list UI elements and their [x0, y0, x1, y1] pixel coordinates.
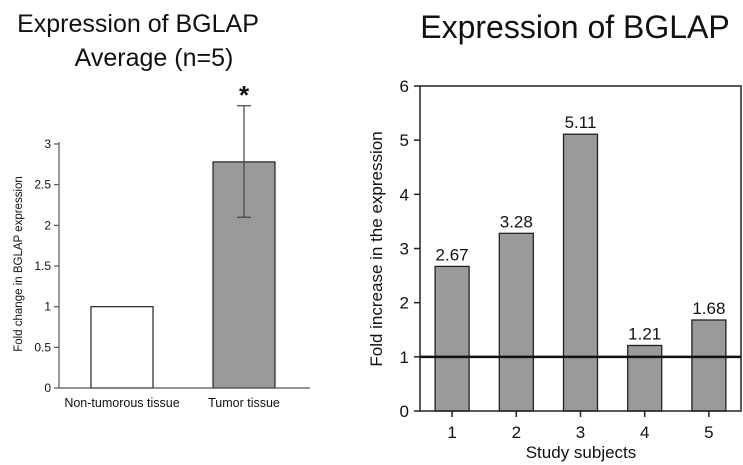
right-bar [691, 319, 727, 412]
left-chart-subtitle: Average (n=5) [75, 44, 234, 72]
right-y-tick-label: 0 [400, 402, 409, 421]
right-y-tick-label: 2 [400, 294, 409, 313]
right-data-label: 5.11 [565, 113, 597, 132]
right-chart-x-axis-label: Study subjects [526, 443, 637, 462]
right-x-tick-label: 2 [512, 423, 521, 442]
right-chart-y-ticks: 0 1 2 3 4 5 6 [400, 77, 420, 421]
left-chart-title: Expression of BGLAP [17, 10, 259, 38]
left-chart-x-tick-labels: Non-tumorous tissue Tumor tissue [64, 396, 280, 410]
right-y-tick-label: 1 [400, 348, 409, 367]
right-bar [627, 344, 663, 412]
right-y-tick-label: 4 [400, 185, 409, 204]
left-y-tick-label: 2.5 [34, 178, 51, 192]
right-bar [434, 265, 470, 412]
left-chart-bars [90, 161, 276, 389]
left-x-tick-label: Tumor tissue [208, 396, 280, 410]
right-y-tick-label: 6 [400, 77, 409, 96]
left-chart-y-axis-label: Fold change in BGLAP expression [13, 176, 25, 352]
left-chart-annotations: * [239, 80, 250, 110]
left-y-tick-label: 0 [44, 381, 51, 395]
left-y-tick-label: 3 [44, 137, 51, 151]
right-chart-data-labels: 2.67 3.28 5.11 1.21 1.68 [436, 113, 726, 343]
right-chart-x-ticks: 1 2 3 4 5 [447, 411, 714, 442]
left-x-tick-label: Non-tumorous tissue [64, 396, 179, 410]
right-x-tick-label: 5 [704, 423, 713, 442]
right-data-label: 1.68 [692, 299, 725, 318]
left-y-tick-label: 1 [44, 300, 51, 314]
left-y-tick-label: 2 [44, 218, 51, 232]
right-x-tick-label: 1 [447, 423, 456, 442]
right-chart-plot-frame [419, 85, 742, 412]
right-x-tick-label: 4 [640, 423, 649, 442]
left-y-tick-label: 1.5 [34, 259, 51, 273]
right-chart-y-axis-label: Fold increase in the expression [367, 131, 386, 366]
right-chart: Expression of BGLAP Fold increase in the… [367, 9, 742, 462]
right-y-tick-label: 3 [400, 240, 409, 259]
left-y-tick-label: 0.5 [34, 340, 51, 354]
left-bar [90, 306, 154, 389]
left-significance-asterisk: * [239, 80, 250, 110]
right-x-tick-label: 3 [576, 423, 585, 442]
right-bar [498, 232, 534, 412]
left-chart-error-bars [237, 105, 251, 218]
right-chart-bars [434, 133, 727, 412]
right-y-tick-label: 5 [400, 131, 409, 150]
right-data-label: 1.21 [628, 324, 661, 343]
right-data-label: 3.28 [500, 212, 533, 231]
right-data-label: 2.67 [436, 245, 469, 264]
right-bar [562, 133, 599, 412]
left-chart-y-ticks: 0 0.5 1 1.5 2 2.5 3 [34, 137, 59, 395]
right-chart-title: Expression of BGLAP [420, 9, 729, 45]
left-chart: Expression of BGLAP Average (n=5) Fold c… [13, 10, 310, 410]
